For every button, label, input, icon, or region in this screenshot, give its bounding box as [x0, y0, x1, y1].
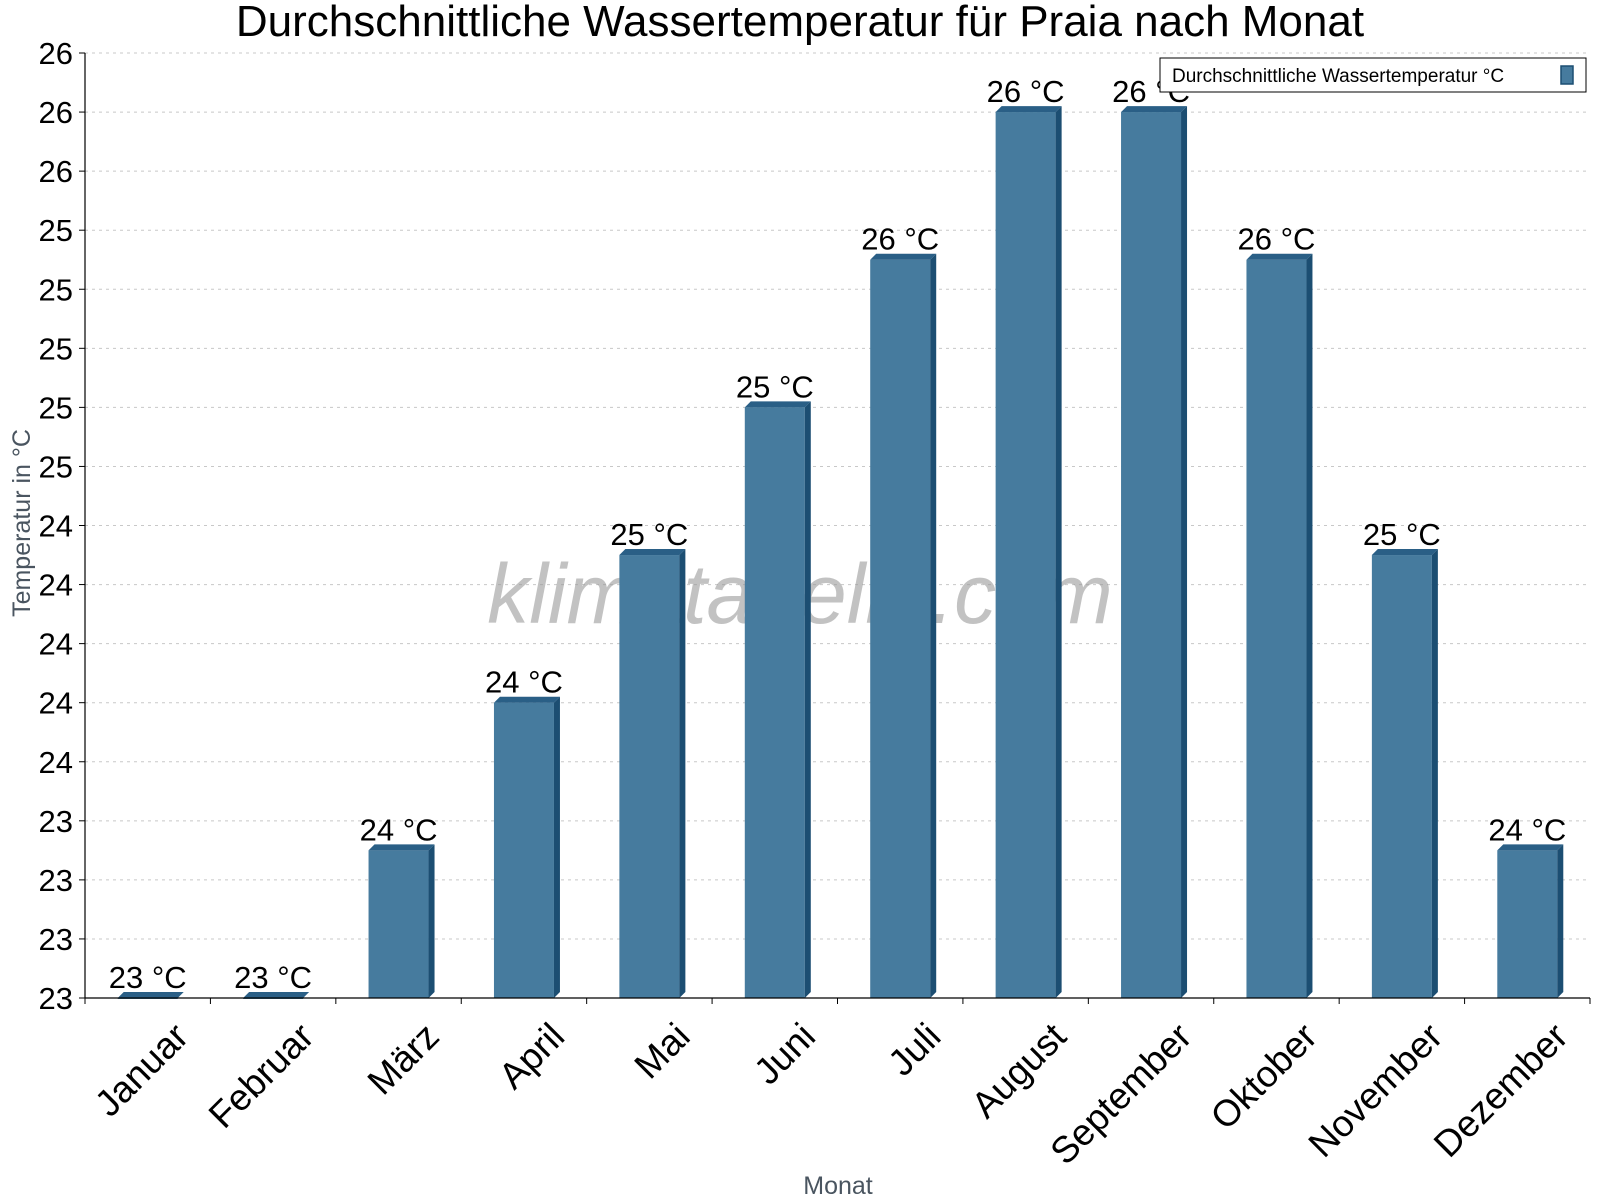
x-tick-label: März [360, 1015, 447, 1102]
bar-side [553, 696, 560, 998]
x-tick-label: Juni [746, 1015, 823, 1092]
bar-side [1055, 106, 1062, 998]
x-tick-label: Juli [880, 1015, 948, 1083]
x-tick-label: April [491, 1015, 572, 1096]
bar-top [619, 549, 686, 556]
bar-front [870, 259, 931, 998]
bar-front [1497, 850, 1558, 998]
x-tick-label: August [964, 1015, 1075, 1126]
data-label: 25 °C [1363, 517, 1441, 552]
y-tick-label: 24 [39, 509, 73, 544]
y-tick-label: 24 [39, 686, 73, 721]
data-label: 26 °C [1238, 222, 1316, 257]
bar-top [1121, 106, 1188, 113]
y-tick-label: 23 [39, 863, 73, 898]
x-tick-label: Mai [627, 1015, 698, 1086]
bar-8 [995, 106, 1062, 998]
bar-top [1371, 549, 1438, 556]
y-tick-label: 24 [39, 568, 73, 603]
bars [117, 106, 1564, 999]
x-tick-labels: Januar Februar März April Mai Juni Juli AugustS… [87, 1015, 1576, 1172]
axes [79, 52, 1591, 1004]
data-label: 24 °C [360, 812, 438, 847]
y-tick-label: 26 [39, 95, 73, 130]
bar-top [1497, 844, 1564, 851]
legend-label: Durchschnittliche Wassertemperatur °C [1172, 66, 1504, 87]
bar-3 [368, 844, 435, 998]
bar-11 [1371, 549, 1438, 998]
bar-side [1431, 549, 1438, 998]
x-tick-label: November [1301, 1015, 1451, 1165]
bar-side [679, 549, 686, 998]
bar-side [804, 401, 811, 998]
bar-side [1306, 253, 1313, 998]
bar-top [870, 253, 937, 260]
bar-front [493, 702, 554, 998]
y-tick-label: 24 [39, 627, 73, 662]
x-tick-label: Januar [87, 1015, 196, 1124]
gridlines [85, 52, 1590, 940]
x-tick-label: Februar [201, 1015, 322, 1136]
bar-5 [619, 549, 686, 998]
bar-side [1181, 106, 1188, 998]
y-tick-label: 25 [39, 331, 73, 366]
data-label: 23 °C [234, 960, 312, 995]
bar-side [1557, 844, 1564, 998]
bar-6 [744, 401, 811, 998]
x-tick-label: Dezember [1426, 1015, 1576, 1165]
y-tick-label: 24 [39, 745, 73, 780]
bar-top [744, 401, 811, 408]
bar-side [930, 253, 937, 998]
legend-swatch [1560, 65, 1574, 85]
y-tick-label: 25 [39, 449, 73, 484]
data-label: 26 °C [861, 222, 939, 257]
data-label: 24 °C [1488, 812, 1566, 847]
bar-front [619, 555, 680, 998]
bar-top [243, 992, 310, 998]
bar-top [493, 696, 560, 703]
data-label: 25 °C [736, 369, 814, 404]
legend-box [1159, 57, 1587, 93]
data-label: 24 °C [485, 665, 563, 700]
data-labels: 23 °C 23 °C 24 °C 24 °C 25 °C 25 °C 26 °C 26 °C… [109, 74, 1566, 995]
y-tick-label: 25 [39, 272, 73, 307]
data-label: 25 °C [610, 517, 688, 552]
bar-9 [1121, 106, 1188, 998]
y-tick-label: 26 [39, 36, 73, 71]
bar-front [368, 850, 429, 998]
y-tick-label: 25 [39, 390, 73, 425]
bar-front [1121, 112, 1182, 998]
y-tick-label: 23 [39, 804, 73, 839]
bar-front [1371, 555, 1432, 998]
y-tick-label: 23 [39, 922, 73, 957]
bar-front [744, 407, 805, 998]
data-label: 23 °C [109, 960, 187, 995]
y-tick-label: 25 [39, 213, 73, 248]
bar-front [995, 112, 1056, 998]
data-label: 26 °C [987, 74, 1065, 109]
x-tick-label: Oktober [1203, 1015, 1325, 1137]
bar-7 [870, 253, 937, 998]
chart-title: Durchschnittliche Wassertemperatur für P… [236, 0, 1364, 46]
y-tick-label: 23 [39, 981, 73, 1016]
y-tick-labels: 23 23 23 23 24 24 24 24 24 25 25 25 25 25 26 26 26 [39, 36, 73, 1016]
y-tick-label: 26 [39, 154, 73, 189]
bar-top [1246, 253, 1313, 260]
bar-side [428, 844, 435, 998]
bar-top [995, 106, 1062, 113]
legend: Durchschnittliche Wassertemperatur °C [1159, 57, 1587, 93]
bar-4 [493, 696, 560, 998]
bar-top [117, 992, 184, 998]
bar-top [368, 844, 435, 851]
bar-front [1246, 259, 1307, 998]
y-axis-label: Temperatur in °C [8, 429, 36, 617]
x-axis-label: Monat [803, 1172, 873, 1200]
bar-12 [1497, 844, 1564, 998]
bar-10 [1246, 253, 1313, 998]
